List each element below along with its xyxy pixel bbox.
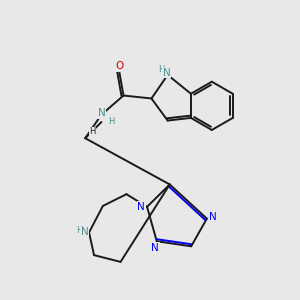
Text: N: N xyxy=(81,227,88,237)
Text: N: N xyxy=(137,202,145,212)
Text: H: H xyxy=(158,64,164,74)
Text: H: H xyxy=(89,127,96,136)
Text: H: H xyxy=(76,226,83,236)
Text: H: H xyxy=(109,117,115,126)
Text: N: N xyxy=(98,108,105,118)
Text: N: N xyxy=(152,243,159,253)
Text: N: N xyxy=(209,212,217,222)
Text: O: O xyxy=(115,61,123,71)
Text: N: N xyxy=(163,68,171,78)
